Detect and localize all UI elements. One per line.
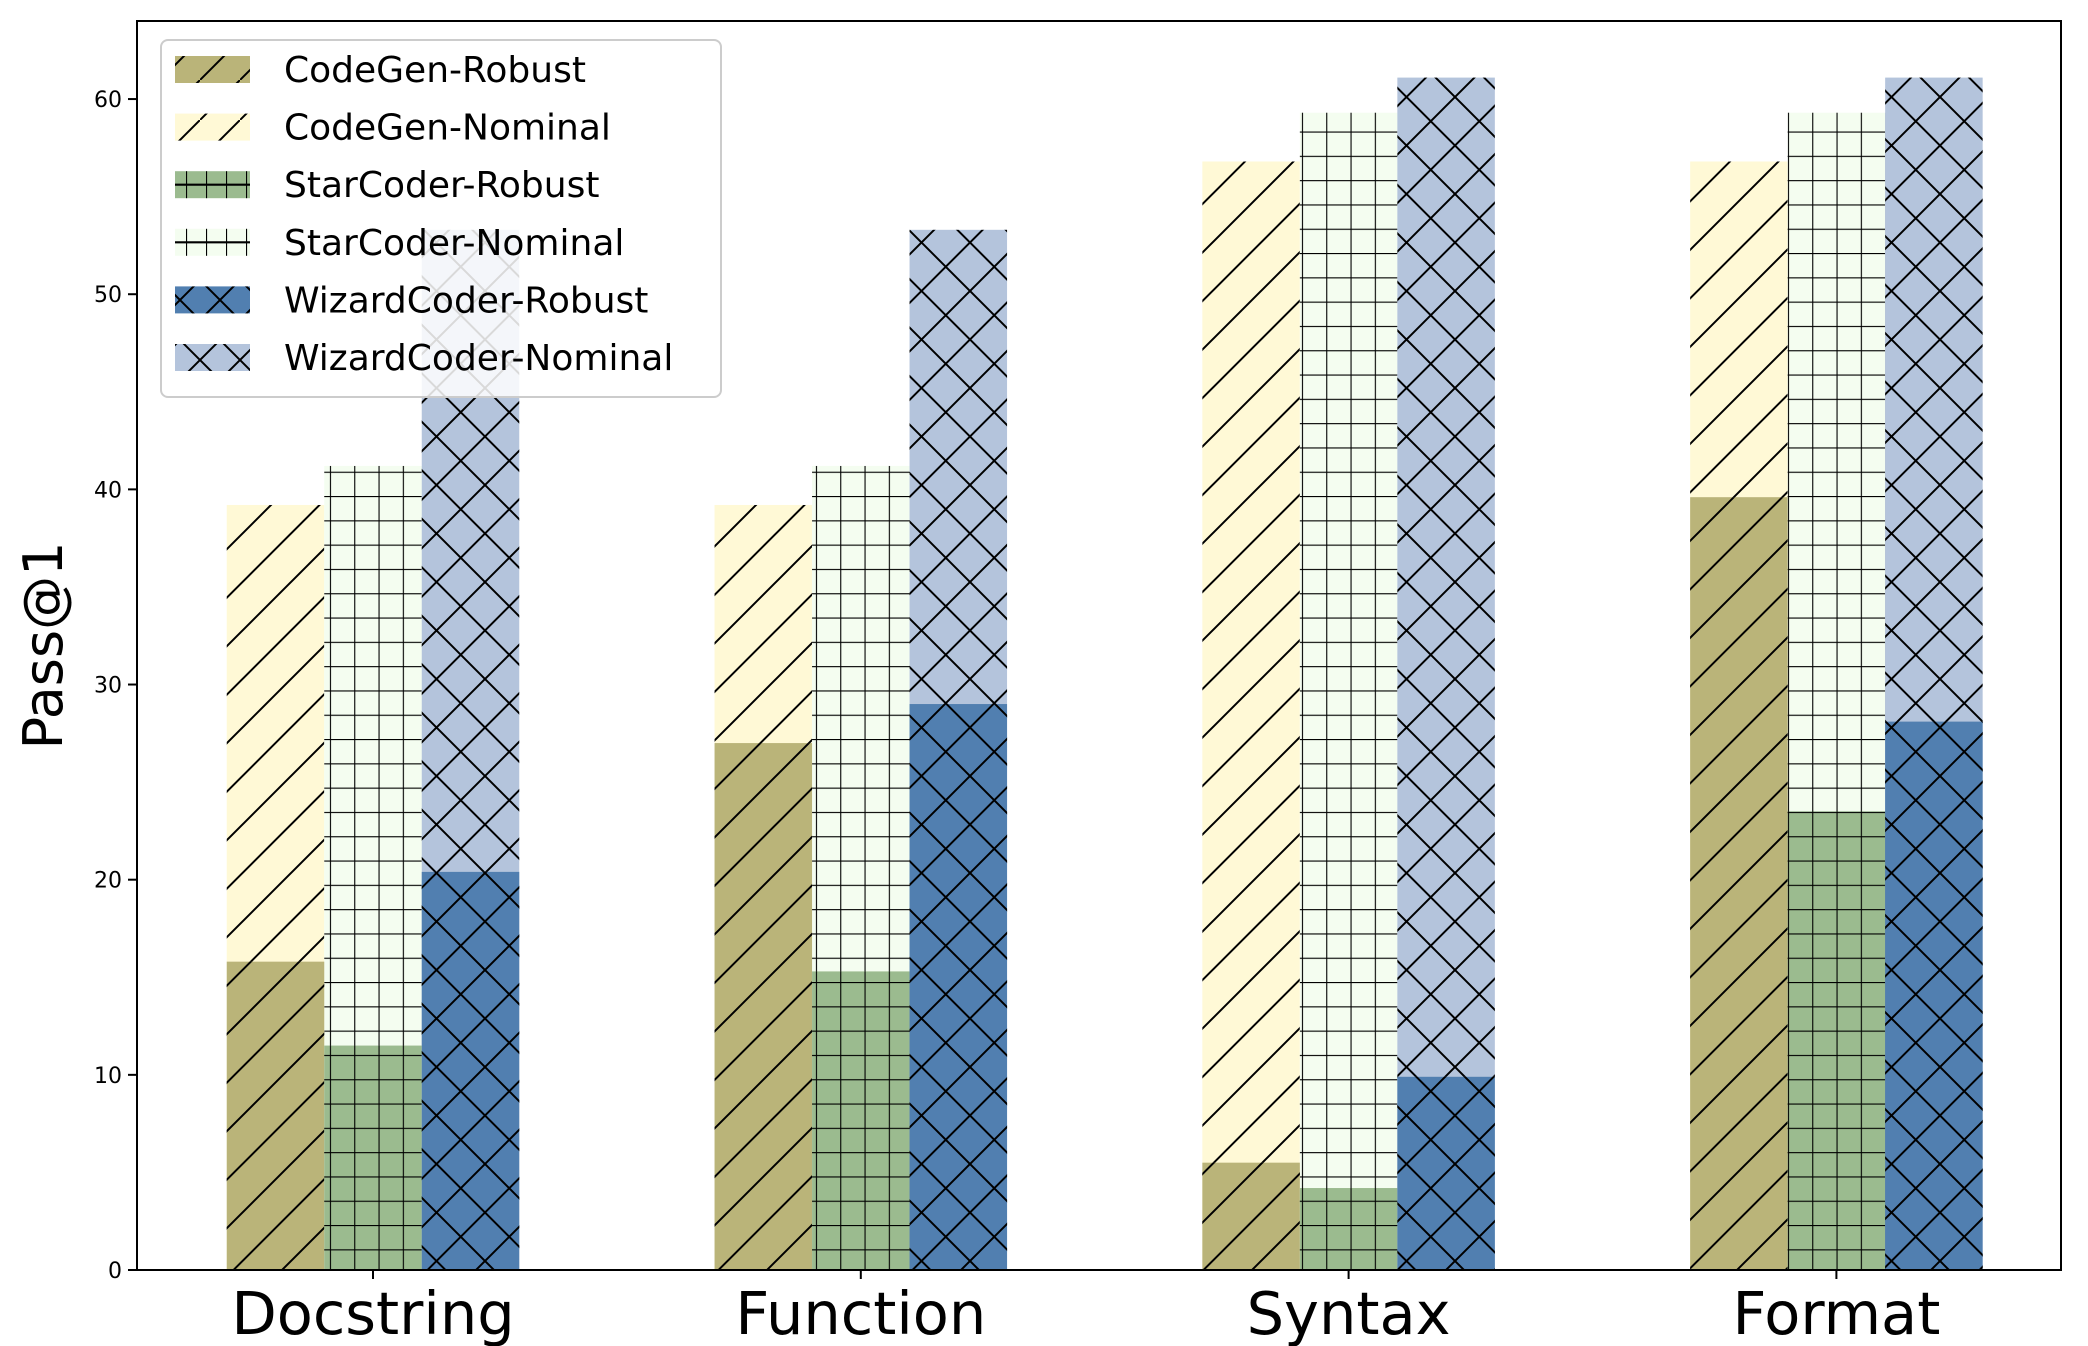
bar-hatch xyxy=(324,1045,422,1270)
bar-hatch xyxy=(1202,161,1300,1271)
legend: CodeGen-Robust CodeGen-Nominal StarCoder-R… xyxy=(160,39,722,398)
bar-wizardcoder-nominal-syntax xyxy=(1397,77,1495,1270)
bar-hatch xyxy=(1299,1188,1398,1270)
legend-item-codegen-nominal: CodeGen-Nominal xyxy=(175,108,611,149)
bar-wizardcoder-robust-docstring xyxy=(421,871,520,1270)
y-tick-label: 30 xyxy=(94,674,122,699)
y-axis: 0 10 20 30 40 50 60 xyxy=(94,88,137,1284)
x-axis: Docstring Function Syntax Format xyxy=(231,1270,1940,1346)
bar-codegen-nominal-syntax xyxy=(1202,161,1300,1271)
bar-codegen-robust-format xyxy=(1690,497,1788,1270)
legend-label: StarCoder-Robust xyxy=(284,165,599,206)
bar-hatch xyxy=(1202,1162,1300,1270)
bars-layer xyxy=(226,77,1983,1271)
bar-hatch xyxy=(714,743,813,1270)
legend-item-wizardcoder-nominal: WizardCoder-Nominal xyxy=(175,338,673,379)
bar-codegen-robust-syntax xyxy=(1202,1162,1300,1270)
bar-starcoder-robust-format xyxy=(1787,811,1886,1270)
y-tick-label: 40 xyxy=(94,478,122,503)
y-tick-label: 60 xyxy=(94,88,122,113)
legend-swatch-hatch xyxy=(175,286,250,314)
bar-hatch xyxy=(421,871,520,1270)
bar-hatch xyxy=(812,971,910,1270)
bar-hatch xyxy=(1885,721,1983,1270)
legend-swatch-hatch xyxy=(175,56,250,83)
bar-hatch xyxy=(909,704,1008,1270)
bar-starcoder-robust-syntax xyxy=(1299,1188,1398,1270)
x-tick-label-docstring: Docstring xyxy=(231,1279,514,1346)
bar-hatch xyxy=(1787,811,1886,1270)
y-tick-label: 10 xyxy=(94,1064,122,1089)
bar-hatch xyxy=(1397,1076,1495,1270)
legend-item-wizardcoder-robust: WizardCoder-Robust xyxy=(175,280,648,321)
y-tick-label: 50 xyxy=(94,283,122,308)
legend-label: CodeGen-Nominal xyxy=(284,108,611,149)
legend-swatch-hatch xyxy=(175,344,250,371)
legend-label: WizardCoder-Robust xyxy=(284,280,648,321)
bar-wizardcoder-robust-syntax xyxy=(1397,1076,1495,1270)
plot-frame xyxy=(136,20,2062,1271)
bar-hatch xyxy=(226,961,325,1270)
y-axis-title: Pass@1 xyxy=(12,542,75,750)
bar-starcoder-nominal-syntax xyxy=(1299,112,1398,1271)
bar-wizardcoder-robust-format xyxy=(1885,721,1983,1270)
legend-label: WizardCoder-Nominal xyxy=(284,338,673,379)
x-tick-label-syntax: Syntax xyxy=(1247,1279,1451,1346)
bar-hatch xyxy=(1397,77,1495,1270)
legend-swatch-hatch xyxy=(175,113,250,141)
legend-frame xyxy=(160,39,722,398)
legend-label: CodeGen-Robust xyxy=(284,50,586,91)
legend-label: StarCoder-Nominal xyxy=(284,223,624,264)
legend-item-starcoder-nominal: StarCoder-Nominal xyxy=(175,223,624,264)
legend-item-codegen-robust: CodeGen-Robust xyxy=(175,50,586,91)
bar-starcoder-robust-function xyxy=(812,971,910,1270)
y-tick-label: 20 xyxy=(94,869,122,894)
y-tick-label: 0 xyxy=(108,1259,122,1284)
bar-wizardcoder-robust-function xyxy=(909,704,1008,1270)
legend-item-starcoder-robust: StarCoder-Robust xyxy=(175,165,599,206)
bar-codegen-robust-function xyxy=(714,743,813,1270)
x-tick-label-function: Function xyxy=(735,1279,986,1346)
bar-hatch xyxy=(1690,497,1788,1270)
x-tick-label-format: Format xyxy=(1732,1279,1940,1346)
bar-starcoder-robust-docstring xyxy=(324,1045,422,1270)
bar-codegen-robust-docstring xyxy=(226,961,325,1270)
bar-hatch xyxy=(1299,112,1398,1271)
